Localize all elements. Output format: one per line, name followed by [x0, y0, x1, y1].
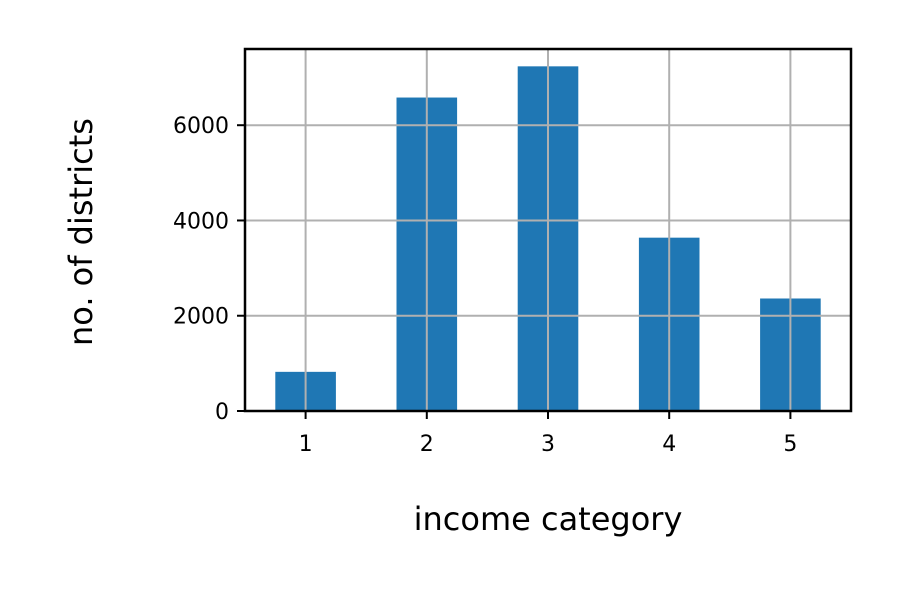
y-tick-label: 6000 [173, 114, 229, 139]
x-tick-label: 1 [299, 432, 313, 457]
x-tick-label: 5 [783, 432, 797, 457]
y-axis-title: no. of districts [62, 118, 100, 346]
x-tick-label: 4 [662, 432, 676, 457]
plot-frame [243, 47, 853, 413]
tick-layer: 1 2 3 4 5 0 2000 4000 6000 [173, 114, 797, 457]
x-tick-label: 3 [541, 432, 555, 457]
x-axis-title: income category [414, 500, 683, 538]
y-tick-label: 2000 [173, 305, 229, 330]
grid-layer [245, 49, 851, 411]
y-tick-label: 4000 [173, 209, 229, 234]
y-tick-label: 0 [215, 400, 229, 425]
x-tick-label: 2 [420, 432, 434, 457]
